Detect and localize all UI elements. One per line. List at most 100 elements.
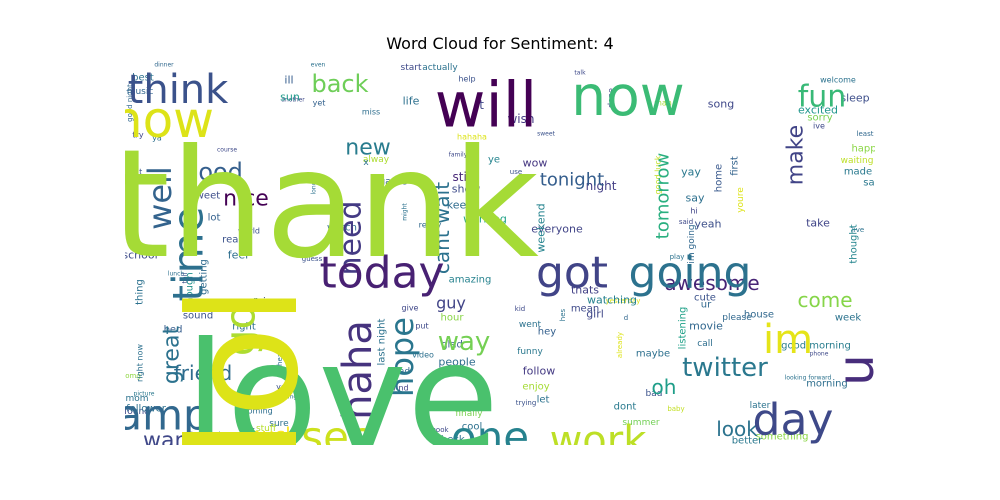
word-guy: guy <box>436 294 466 313</box>
word-found: found <box>124 407 150 417</box>
word-funny: funny <box>517 347 543 357</box>
word-dont: dont <box>614 402 637 413</box>
word-happy-birthday: happy birthday <box>877 82 884 128</box>
word-bit: bit <box>132 168 142 177</box>
word-cant-wait: cant wait <box>430 182 454 274</box>
word-im: im <box>763 317 813 363</box>
word-nice: nice <box>223 187 269 212</box>
word-group: making picture looking forward phone lunch fa… <box>82 62 884 485</box>
word-got: got <box>536 248 608 299</box>
word-last-night: last night <box>377 318 388 365</box>
word-going: going <box>629 248 752 299</box>
word-ok: ok <box>243 426 255 437</box>
word-sure: sure <box>269 419 289 429</box>
word-lot: lot <box>208 213 221 224</box>
word-making: making <box>275 394 297 401</box>
word-ya: ya <box>152 134 162 143</box>
word-follower: follower <box>126 404 167 415</box>
word-man: man <box>654 99 672 108</box>
word-tweet: tweet <box>192 191 220 202</box>
word-hahaha: hahaha <box>457 133 487 142</box>
word-lunch: lunch <box>168 271 185 278</box>
word-hear: hear <box>276 350 284 366</box>
word-soon: soon <box>372 186 383 210</box>
word-youre: youre <box>736 187 746 213</box>
word-amp: amp <box>116 391 209 440</box>
word-talk: talk <box>574 70 586 77</box>
word-look: look <box>716 417 758 441</box>
word-working: working <box>463 213 507 226</box>
word-already: already <box>616 332 624 358</box>
word-bed: bed <box>164 325 183 336</box>
word-waiting: waiting <box>841 156 874 166</box>
word-work: work <box>550 418 648 464</box>
word-feel: feel <box>228 249 248 262</box>
word-still: still <box>453 170 474 184</box>
word-better: better <box>732 436 763 447</box>
word-much: much <box>242 423 298 447</box>
word-see: see <box>301 413 375 462</box>
word-good-morning: good morning <box>781 341 851 352</box>
word-picture: picture <box>134 391 155 398</box>
word-ive: ive <box>813 122 825 131</box>
word-watching: watching <box>587 294 637 307</box>
word-well: well <box>141 166 179 230</box>
word-please: please <box>722 313 752 323</box>
word-coming: coming <box>243 407 272 416</box>
word-course: course <box>217 147 237 154</box>
word-give: give <box>402 304 419 313</box>
word-world: world <box>238 227 260 236</box>
word-want: want <box>143 429 197 454</box>
word-wish: wish <box>507 112 534 126</box>
word-another: another <box>281 97 305 104</box>
word-read: read <box>390 367 410 377</box>
word-hey: hey <box>538 327 556 338</box>
word-come: come <box>797 288 852 312</box>
word-yay: yay <box>681 166 701 179</box>
word-check: check <box>435 435 464 446</box>
word-follow: follow <box>523 365 555 378</box>
word-saw: saw <box>863 178 883 189</box>
word-happy: happy <box>851 144 882 155</box>
word-life: life <box>403 95 420 108</box>
word-use: use <box>510 168 522 176</box>
word-x: x <box>363 158 369 168</box>
word-take: take <box>806 217 830 230</box>
word-school: school <box>122 249 157 262</box>
word-mom: mom <box>125 394 148 404</box>
word-call: call <box>697 339 712 349</box>
word-mean: mean <box>571 304 599 315</box>
word-one: one <box>451 413 529 462</box>
word-house: house <box>744 310 774 321</box>
word-trying: trying <box>516 399 537 407</box>
word-tell: tell <box>181 272 189 283</box>
word-good-luck: good luck <box>654 155 663 194</box>
word-game: game <box>379 177 407 188</box>
word-will: will <box>435 69 537 142</box>
word-hi: hi <box>690 207 697 216</box>
word-baby: baby <box>667 405 684 413</box>
word-good: good <box>183 158 243 186</box>
word-today: today <box>319 248 444 299</box>
word-great: great <box>160 326 185 385</box>
word-good-night: good night <box>126 84 134 122</box>
word-night: night <box>586 179 617 193</box>
word-watch: watch <box>327 223 357 234</box>
word-year: year <box>276 383 295 392</box>
word-alway: alway <box>363 155 390 165</box>
word-everyone: everyone <box>531 223 583 236</box>
word-sweet: sweet <box>537 131 555 138</box>
word-friend: friend <box>174 361 233 385</box>
word-hope: hope <box>383 317 421 397</box>
word-boy: boy <box>219 431 232 439</box>
word-might: might <box>402 203 409 221</box>
word-ur: ur <box>701 300 712 311</box>
word-weekend: weekend <box>535 203 548 252</box>
word-ill: ill <box>284 74 293 87</box>
word-love: love <box>185 311 500 485</box>
word-excited: excited <box>798 104 838 117</box>
word-im-going: im going <box>687 224 697 263</box>
word-right: right <box>232 322 256 333</box>
word-hour: hour <box>441 313 465 324</box>
word-know: know <box>82 91 214 149</box>
